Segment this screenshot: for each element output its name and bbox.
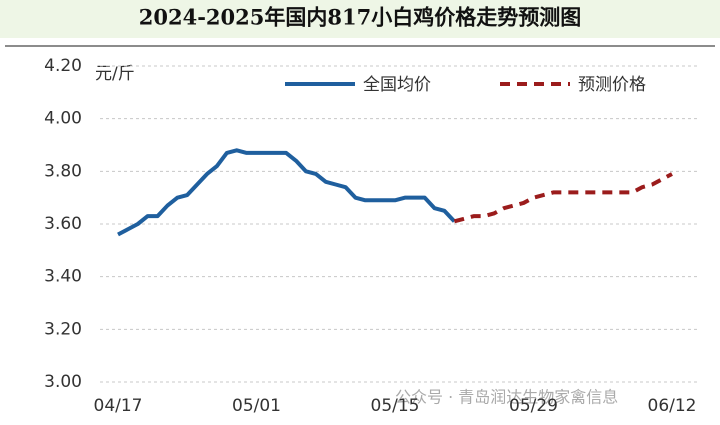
x-tick-label: 05/29 (509, 396, 558, 416)
legend-label: 全国均价 (363, 75, 431, 95)
title-band (0, 0, 720, 38)
y-tick-label: 3.40 (44, 267, 82, 287)
y-tick-label: 4.20 (44, 56, 82, 76)
x-tick-label: 06/12 (648, 396, 697, 416)
y-tick-label: 3.80 (44, 161, 82, 181)
y-tick-label: 3.60 (44, 214, 82, 234)
series-line (117, 148, 456, 237)
series-line (453, 172, 673, 224)
y-tick-label: 4.00 (44, 109, 82, 129)
y-tick-label: 3.20 (44, 319, 82, 339)
x-tick-label: 04/17 (94, 396, 143, 416)
x-tick-label: 05/01 (232, 396, 281, 416)
chart-title: 2024-2025年国内817小白鸡价格走势预测图 (139, 5, 581, 30)
x-tick-label: 05/15 (371, 396, 420, 416)
y-unit: 元/斤 (95, 64, 135, 84)
y-tick-label: 3.00 (44, 372, 82, 392)
watermark: 公众号 · 青岛润达生物家禽信息 (395, 388, 618, 407)
legend-label: 预测价格 (578, 75, 646, 95)
